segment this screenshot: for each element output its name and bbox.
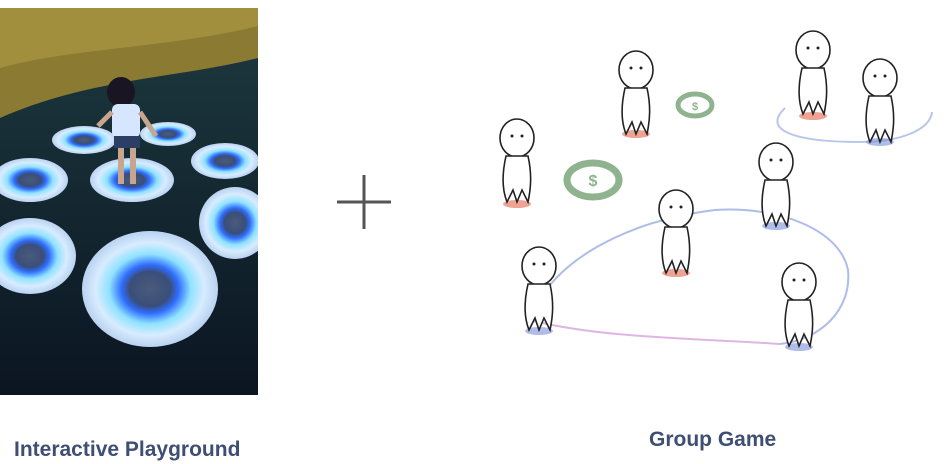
stick-figure xyxy=(618,50,654,135)
group-game-sketch-art: $ $ xyxy=(499,30,933,351)
interactive-playground-caption: Interactive Playground xyxy=(14,438,241,461)
child-figure xyxy=(96,77,159,184)
group-game-image: $ $ xyxy=(460,20,935,370)
glow-disc xyxy=(0,122,258,347)
stick-figure xyxy=(795,30,831,115)
interactive-playground-image xyxy=(0,8,258,395)
stick-figure xyxy=(499,118,535,203)
coin-icon: $ xyxy=(563,159,623,201)
svg-text:$: $ xyxy=(589,173,598,190)
stick-figure xyxy=(758,142,794,227)
plus-icon xyxy=(334,172,394,232)
stick-figure xyxy=(521,246,557,331)
svg-text:$: $ xyxy=(692,101,698,113)
group-game-caption: Group Game xyxy=(649,428,777,451)
stick-figure xyxy=(781,262,817,347)
coin-icon: $ xyxy=(675,91,715,119)
stick-figure xyxy=(658,189,694,274)
playground-photo-art xyxy=(0,8,258,395)
stick-figure xyxy=(862,58,898,143)
